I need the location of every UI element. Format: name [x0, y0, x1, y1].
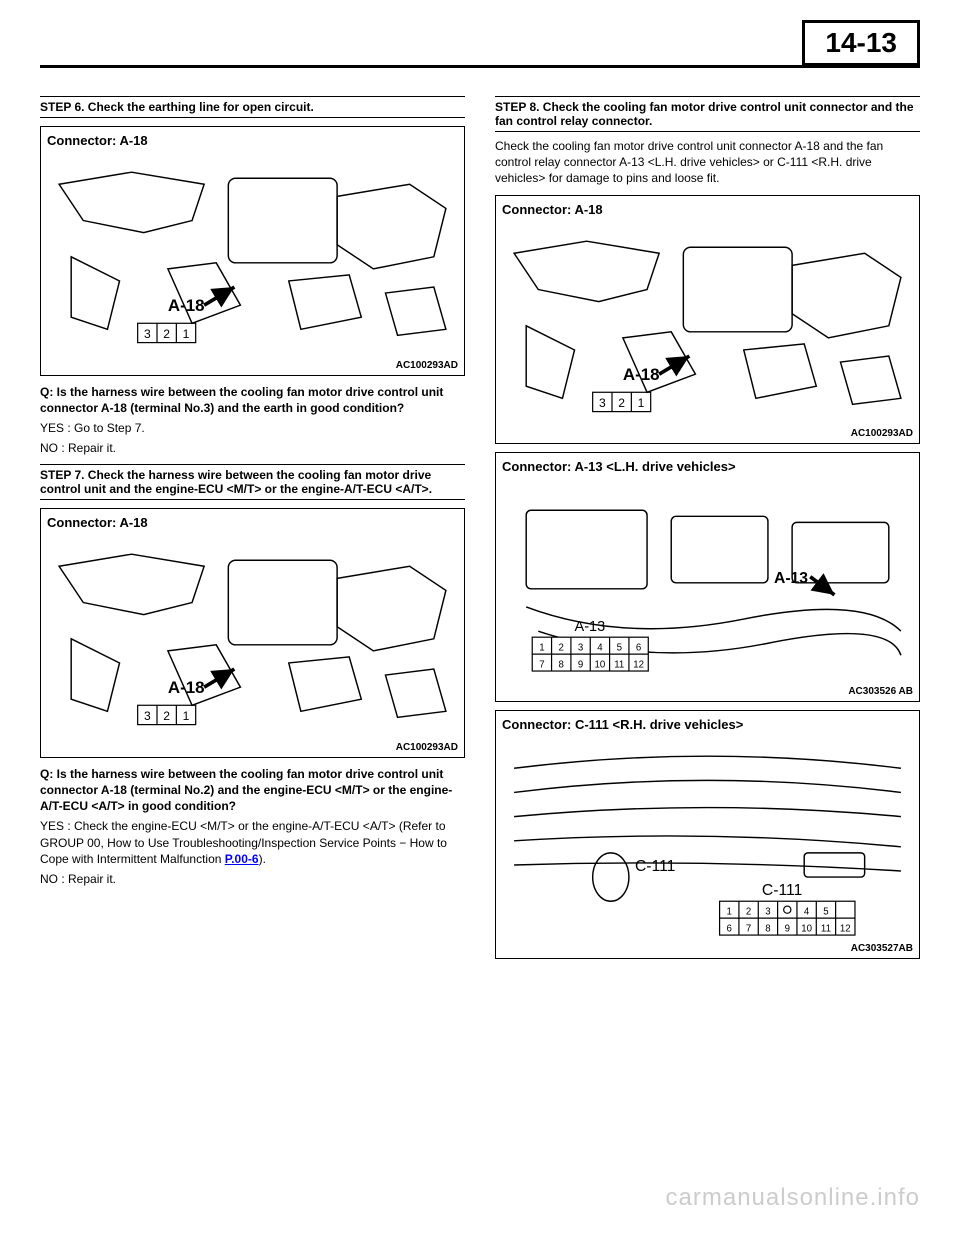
svg-text:7: 7 — [539, 660, 544, 671]
svg-text:3: 3 — [144, 327, 151, 341]
svg-text:5: 5 — [823, 906, 828, 917]
connector-c111-box: Connector: C-111 <R.H. drive vehicles> C… — [495, 710, 920, 960]
svg-text:9: 9 — [785, 923, 790, 934]
link-p006[interactable]: P.00-6 — [225, 852, 259, 866]
img-code-step7: AC100293AD — [396, 742, 458, 753]
connector-a18-label-3: Connector: A-18 — [502, 202, 913, 217]
svg-text:11: 11 — [821, 923, 831, 934]
svg-text:9: 9 — [578, 660, 583, 671]
connector-a18-label-2: Connector: A-18 — [47, 515, 458, 530]
svg-text:1: 1 — [539, 643, 544, 654]
svg-text:A-18: A-18 — [623, 365, 660, 384]
step7-question: Q: Is the harness wire between the cooli… — [40, 766, 465, 815]
svg-text:A-13: A-13 — [575, 619, 606, 635]
page-number: 14-13 — [802, 20, 920, 66]
step7-title: STEP 7. Check the harness wire between t… — [40, 464, 465, 500]
left-column: STEP 6. Check the earthing line for open… — [40, 88, 465, 967]
connector-a18-diagram: A-18 3 2 1 — [47, 148, 458, 366]
svg-text:2: 2 — [163, 327, 170, 341]
svg-text:4: 4 — [804, 906, 810, 917]
img-code-c111: AC303527AB — [851, 943, 913, 954]
svg-text:4: 4 — [597, 643, 603, 654]
svg-text:A-18: A-18 — [168, 296, 205, 315]
svg-text:C-111: C-111 — [762, 882, 802, 899]
img-code-a13: AC303526 AB — [848, 686, 913, 697]
svg-text:3: 3 — [578, 643, 583, 654]
svg-text:2: 2 — [746, 906, 751, 917]
svg-text:2: 2 — [559, 643, 564, 654]
connector-a18-diagram-2: A-18 3 2 1 — [47, 530, 458, 748]
right-column: STEP 8. Check the cooling fan motor driv… — [495, 88, 920, 967]
step7-yes-post: ). — [259, 852, 266, 866]
step6-question: Q: Is the harness wire between the cooli… — [40, 384, 465, 416]
svg-text:5: 5 — [617, 643, 622, 654]
svg-text:2: 2 — [163, 709, 170, 723]
svg-text:C-111: C-111 — [635, 858, 675, 875]
svg-text:12: 12 — [633, 660, 644, 671]
connector-a18-box-step6: Connector: A-18 A-18 — [40, 126, 465, 376]
connector-a13-diagram: A-13 A-13 1 2 3 — [502, 474, 913, 692]
connector-a18-label: Connector: A-18 — [47, 133, 458, 148]
svg-text:2: 2 — [618, 395, 625, 409]
svg-text:3: 3 — [599, 395, 606, 409]
svg-text:3: 3 — [765, 906, 770, 917]
svg-text:12: 12 — [840, 923, 851, 934]
connector-a18-diagram-3: A-18 3 2 1 — [502, 217, 913, 435]
svg-text:6: 6 — [636, 643, 641, 654]
step8-title: STEP 8. Check the cooling fan motor driv… — [495, 96, 920, 132]
svg-text:1: 1 — [638, 395, 645, 409]
svg-text:8: 8 — [765, 923, 770, 934]
step7-yes: YES : Check the engine-ECU <M/T> or the … — [40, 818, 465, 867]
svg-text:10: 10 — [595, 660, 606, 671]
step6-no: NO : Repair it. — [40, 440, 465, 456]
svg-text:11: 11 — [614, 660, 624, 671]
watermark: carmanualsonline.info — [666, 1184, 920, 1212]
svg-text:A-18: A-18 — [168, 679, 205, 698]
img-code-a18-step8: AC100293AD — [851, 428, 913, 439]
svg-text:8: 8 — [559, 660, 564, 671]
svg-text:A-13: A-13 — [774, 570, 808, 587]
connector-c111-diagram: C-111 C-111 1 2 3 — [502, 732, 913, 950]
connector-c111-label: Connector: C-111 <R.H. drive vehicles> — [502, 717, 913, 732]
connector-a13-box: Connector: A-13 <L.H. drive vehicles> A-… — [495, 452, 920, 702]
img-code-step6: AC100293AD — [396, 360, 458, 371]
svg-text:1: 1 — [727, 906, 732, 917]
svg-text:7: 7 — [746, 923, 751, 934]
step8-body: Check the cooling fan motor drive contro… — [495, 138, 920, 187]
svg-text:1: 1 — [183, 327, 190, 341]
connector-a18-box-step7: Connector: A-18 A-18 3 — [40, 508, 465, 758]
svg-text:3: 3 — [144, 709, 151, 723]
svg-text:1: 1 — [183, 709, 190, 723]
svg-text:6: 6 — [727, 923, 732, 934]
step6-yes: YES : Go to Step 7. — [40, 420, 465, 436]
step6-title: STEP 6. Check the earthing line for open… — [40, 96, 465, 118]
step7-no: NO : Repair it. — [40, 871, 465, 887]
connector-a18-box-step8: Connector: A-18 A-18 3 — [495, 195, 920, 445]
svg-text:10: 10 — [801, 923, 812, 934]
connector-a13-label: Connector: A-13 <L.H. drive vehicles> — [502, 459, 913, 474]
